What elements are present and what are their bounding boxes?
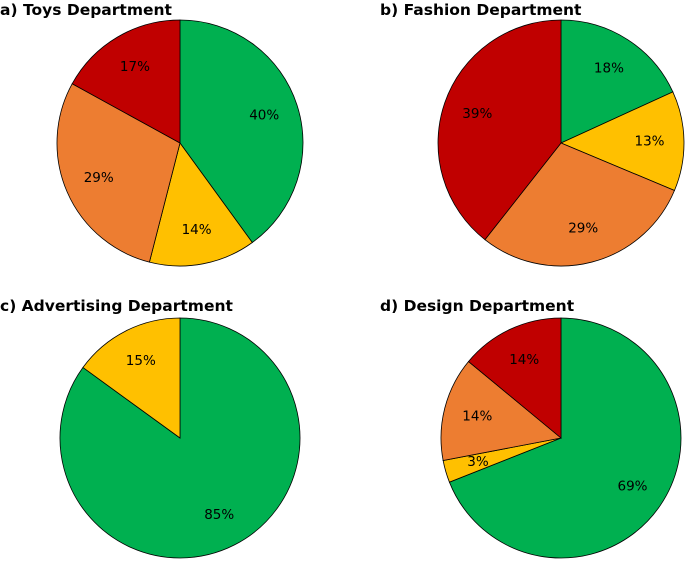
panel-d-title: d) Design Department bbox=[380, 297, 575, 315]
pie-slice bbox=[82, 317, 181, 439]
pie-slice bbox=[148, 142, 253, 267]
pie-slice bbox=[560, 19, 674, 144]
pie-slice bbox=[437, 19, 562, 241]
pie-slice bbox=[56, 83, 181, 263]
pie-slice bbox=[71, 19, 181, 144]
slice-label: 14% bbox=[462, 409, 492, 425]
slice-label: 85% bbox=[204, 507, 234, 523]
pie-a: 40% 14% 29% 17% bbox=[56, 19, 304, 267]
panel-b-title: b) Fashion Department bbox=[380, 1, 582, 19]
slice-label: 29% bbox=[568, 221, 598, 237]
pie-slice bbox=[448, 317, 682, 559]
panel-a-title: a) Toys Department bbox=[0, 1, 173, 19]
panel-a: a) Toys Department 40% 14% 29% 17% bbox=[0, 1, 304, 267]
pie-slice bbox=[560, 91, 685, 192]
slice-label: 3% bbox=[467, 454, 489, 470]
panel-b: b) Fashion Department 18% 13% 29% 39% bbox=[380, 1, 685, 267]
slice-label: 17% bbox=[120, 59, 150, 75]
pie-c: 85% 15% bbox=[59, 317, 301, 559]
pie-slice bbox=[179, 19, 304, 244]
panel-d: d) Design Department 69% 3% 14% 14% bbox=[380, 297, 682, 559]
pie-d: 69% 3% 14% 14% bbox=[440, 317, 682, 559]
slice-label: 40% bbox=[249, 108, 279, 124]
slice-label: 15% bbox=[126, 353, 156, 369]
slice-label: 13% bbox=[634, 134, 664, 150]
slice-label: 69% bbox=[617, 479, 647, 495]
slice-label: 14% bbox=[182, 222, 212, 238]
slice-label: 14% bbox=[509, 352, 539, 368]
slice-label: 29% bbox=[84, 170, 114, 186]
pie-b: 18% 13% 29% 39% bbox=[437, 19, 685, 267]
slice-label: 18% bbox=[594, 61, 624, 77]
panel-c-title: c) Advertising Department bbox=[0, 297, 233, 315]
panel-c: c) Advertising Department 85% 15% bbox=[0, 297, 301, 559]
slice-label: 39% bbox=[462, 106, 492, 122]
pie-slice bbox=[440, 360, 562, 461]
pie-slice bbox=[484, 142, 675, 267]
pie-slice bbox=[467, 317, 562, 439]
